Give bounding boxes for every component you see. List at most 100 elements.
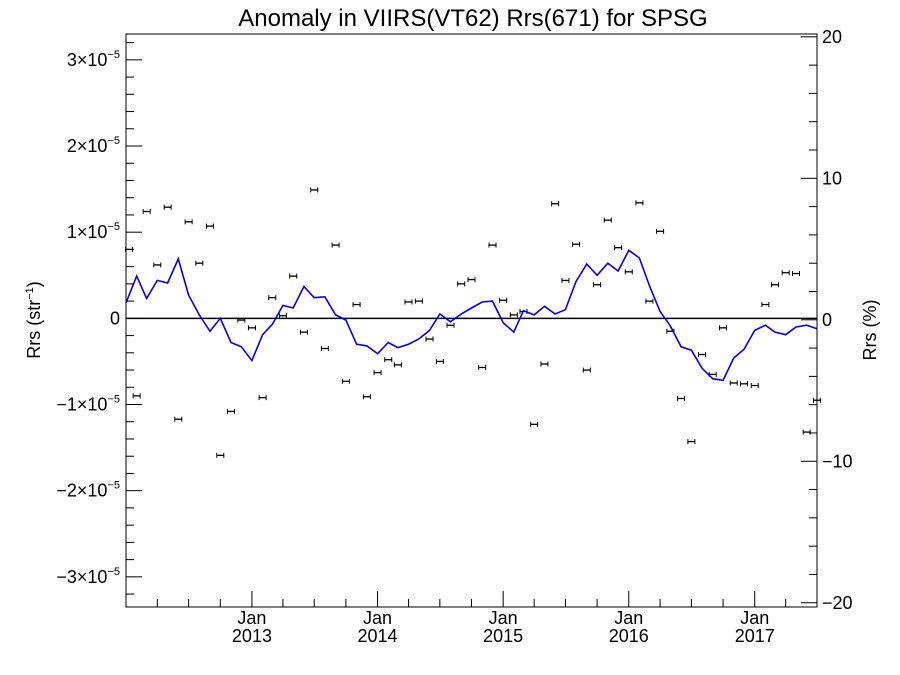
data-point [467, 277, 476, 283]
y-tick-exponent: −5 [107, 394, 120, 406]
data-point [761, 302, 770, 308]
data-point [603, 217, 612, 223]
y-tick-times-ten: ×10 [77, 395, 108, 415]
data-point [687, 439, 696, 445]
x-tick-label-year: 2014 [358, 626, 398, 646]
data-point [677, 395, 686, 401]
data-point [237, 317, 246, 323]
y-tick-exponent: −5 [107, 221, 120, 233]
y-tick-exponent: −5 [107, 135, 120, 147]
data-point [393, 362, 402, 368]
y-tick-label: −2×10−5 [56, 480, 120, 501]
y-tick-label: −3×10−5 [56, 566, 120, 587]
data-point [792, 271, 801, 277]
x-tick-label-year: 2013 [232, 626, 272, 646]
data-point [593, 282, 602, 288]
y-axis-label: Rrs (str−1) [24, 281, 44, 359]
data-point [174, 416, 183, 422]
data-point [414, 298, 423, 304]
y-tick-times-ten: ×10 [77, 50, 108, 70]
data-point [530, 421, 539, 427]
data-point [184, 219, 193, 225]
y2-tick-label: 0 [822, 310, 832, 330]
y-tick-mantissa: 1 [67, 222, 77, 242]
y-axis-label-sup: −1 [24, 287, 36, 300]
data-point [802, 429, 811, 435]
y-tick-times-ten: ×10 [77, 567, 108, 587]
data-point [582, 367, 591, 373]
x-tick-label-month: Jan [363, 608, 392, 628]
data-point [435, 358, 444, 364]
y2-tick-label: 20 [822, 27, 842, 47]
data-point [373, 370, 382, 376]
data-point [341, 378, 350, 384]
data-point [624, 269, 633, 275]
data-point [740, 381, 749, 387]
x-tick-label-year: 2015 [483, 626, 523, 646]
y2-tick-label: 10 [822, 168, 842, 188]
y-tick-times-ten: ×10 [77, 481, 108, 501]
y-tick-label: 3×10−5 [67, 49, 120, 70]
data-point [729, 380, 738, 386]
x-tick-label-month: Jan [614, 608, 643, 628]
data-point [499, 297, 508, 303]
y-tick-exponent: −5 [107, 49, 120, 61]
axes: 3×10−52×10−51×10−50−1×10−5−2×10−5−3×10−5… [56, 27, 852, 646]
data-point [258, 395, 267, 401]
data-point [509, 312, 518, 318]
x-tick-label-year: 2017 [735, 626, 775, 646]
data-point [551, 201, 560, 207]
data-point [216, 452, 225, 458]
y-tick-label: 1×10−5 [67, 221, 120, 242]
y-axis-label-main: Rrs (str [24, 300, 44, 359]
y-tick-label: −1×10−5 [56, 394, 120, 415]
data-point [195, 260, 204, 266]
data-point [384, 357, 393, 363]
data-point [352, 302, 361, 308]
data-point [320, 346, 329, 352]
plot-area [125, 187, 821, 458]
x-tick-label-year: 2016 [609, 626, 649, 646]
data-point [561, 277, 570, 283]
data-point [205, 223, 214, 229]
data-point [299, 329, 308, 335]
data-point [163, 204, 172, 210]
y-tick-times-ten: ×10 [77, 136, 108, 156]
y-tick-exponent: −5 [107, 480, 120, 492]
data-point [614, 245, 623, 251]
x-tick-label-month: Jan [237, 608, 266, 628]
data-point [478, 364, 487, 370]
data-point [226, 408, 235, 414]
data-point [142, 209, 151, 215]
data-point [404, 299, 413, 305]
data-point [425, 336, 434, 342]
data-point [540, 361, 549, 367]
y-tick-mantissa: 0 [110, 308, 120, 328]
data-point [719, 325, 728, 331]
data-point [289, 273, 298, 279]
data-point [781, 270, 790, 276]
data-point [247, 325, 256, 331]
y-tick-mantissa: −2 [56, 481, 77, 501]
data-point [153, 262, 162, 268]
y-tick-exponent: −5 [107, 566, 120, 578]
data-point [278, 313, 287, 319]
data-point [771, 282, 780, 288]
anomaly-trend-line [125, 249, 818, 382]
data-point [132, 393, 141, 399]
y-tick-label: 2×10−5 [67, 135, 120, 156]
data-point [446, 322, 455, 328]
y-tick-mantissa: −3 [56, 567, 77, 587]
y-tick-label: 0 [110, 308, 120, 328]
y-tick-times-ten: ×10 [77, 222, 108, 242]
data-point [635, 200, 644, 206]
y-axis-label-close: ) [24, 281, 44, 287]
data-point [362, 394, 371, 400]
data-point [750, 383, 759, 389]
chart-title: Anomaly in VIIRS(VT62) Rrs(671) for SPSG [238, 5, 707, 32]
data-point [310, 187, 319, 193]
y-tick-mantissa: 3 [67, 50, 77, 70]
data-point [488, 242, 497, 248]
